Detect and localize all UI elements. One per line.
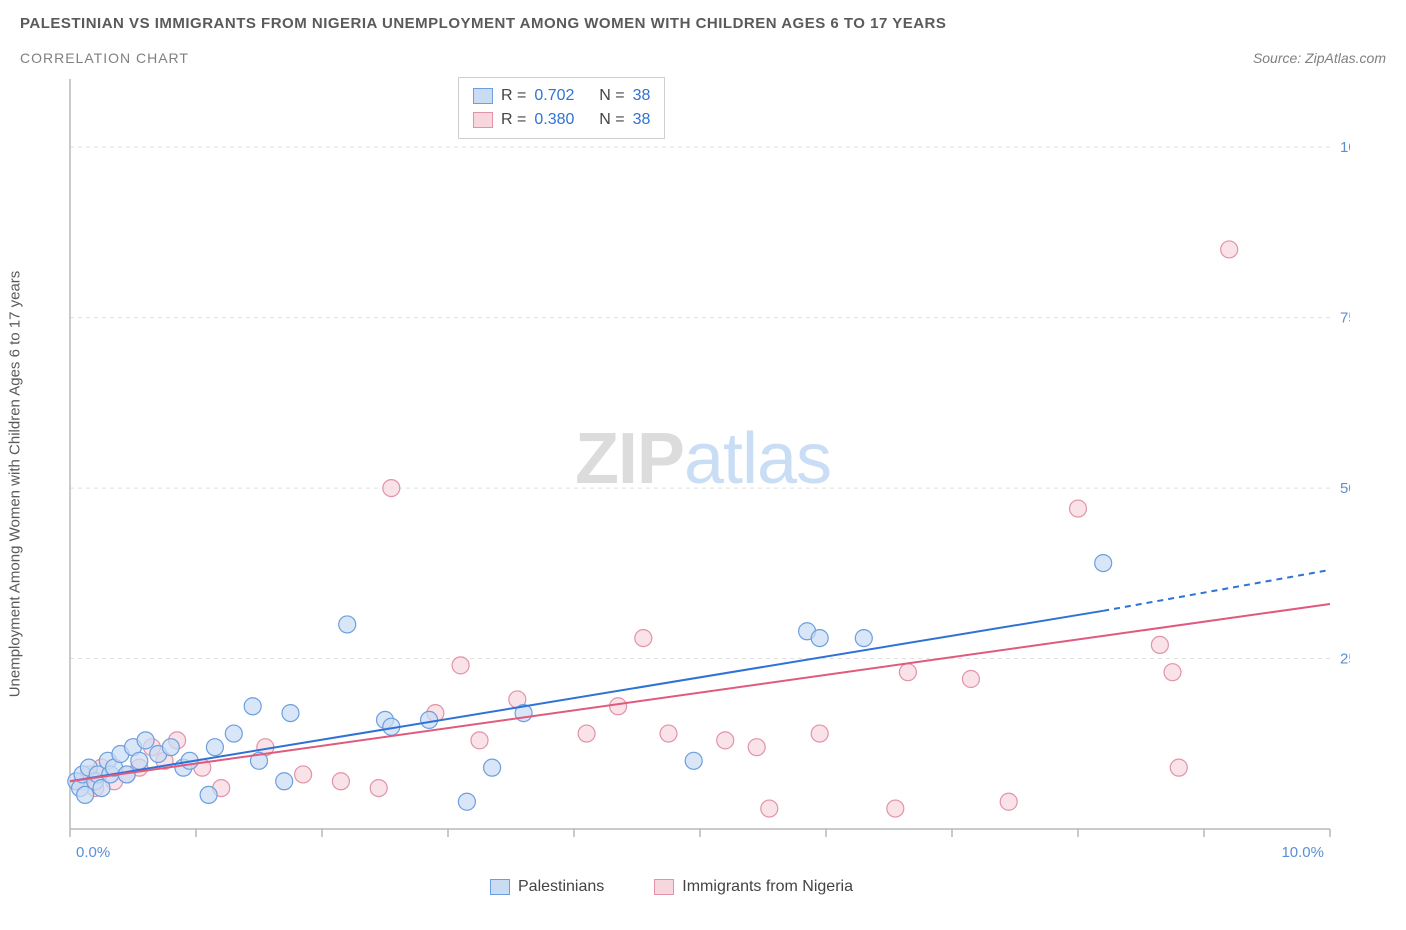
stats-row-nigeria: R = 0.380 N = 38 xyxy=(473,108,650,132)
swatch-nigeria xyxy=(654,879,674,895)
stats-legend: R = 0.702 N = 38 R = 0.380 N = 38 xyxy=(458,77,665,139)
y-axis-label: Unemployment Among Women with Children A… xyxy=(7,271,24,698)
swatch-nigeria xyxy=(473,112,493,128)
source-credit: Source: ZipAtlas.com xyxy=(1253,50,1386,66)
swatch-palestinians xyxy=(490,879,510,895)
chart-subtitle: CORRELATION CHART xyxy=(20,50,189,66)
series-legend: Palestinians Immigrants from Nigeria xyxy=(490,878,853,896)
swatch-palestinians xyxy=(473,88,493,104)
legend-item-palestinians: Palestinians xyxy=(490,878,604,896)
svg-text:50.0%: 50.0% xyxy=(1340,480,1350,497)
chart-title: PALESTINIAN VS IMMIGRANTS FROM NIGERIA U… xyxy=(20,15,1386,32)
legend-item-nigeria: Immigrants from Nigeria xyxy=(654,878,853,896)
svg-text:10.0%: 10.0% xyxy=(1281,844,1324,861)
svg-text:100.0%: 100.0% xyxy=(1340,139,1350,156)
svg-text:75.0%: 75.0% xyxy=(1340,310,1350,327)
subtitle-row: CORRELATION CHART Source: ZipAtlas.com xyxy=(20,50,1386,66)
svg-text:25.0%: 25.0% xyxy=(1340,651,1350,668)
stats-row-palestinians: R = 0.702 N = 38 xyxy=(473,84,650,108)
svg-text:0.0%: 0.0% xyxy=(76,844,110,861)
chart-container: Unemployment Among Women with Children A… xyxy=(20,74,1386,894)
scatter-plot: 25.0% 50.0% 75.0% 100.0% 0.0% 10.0% xyxy=(20,74,1350,894)
